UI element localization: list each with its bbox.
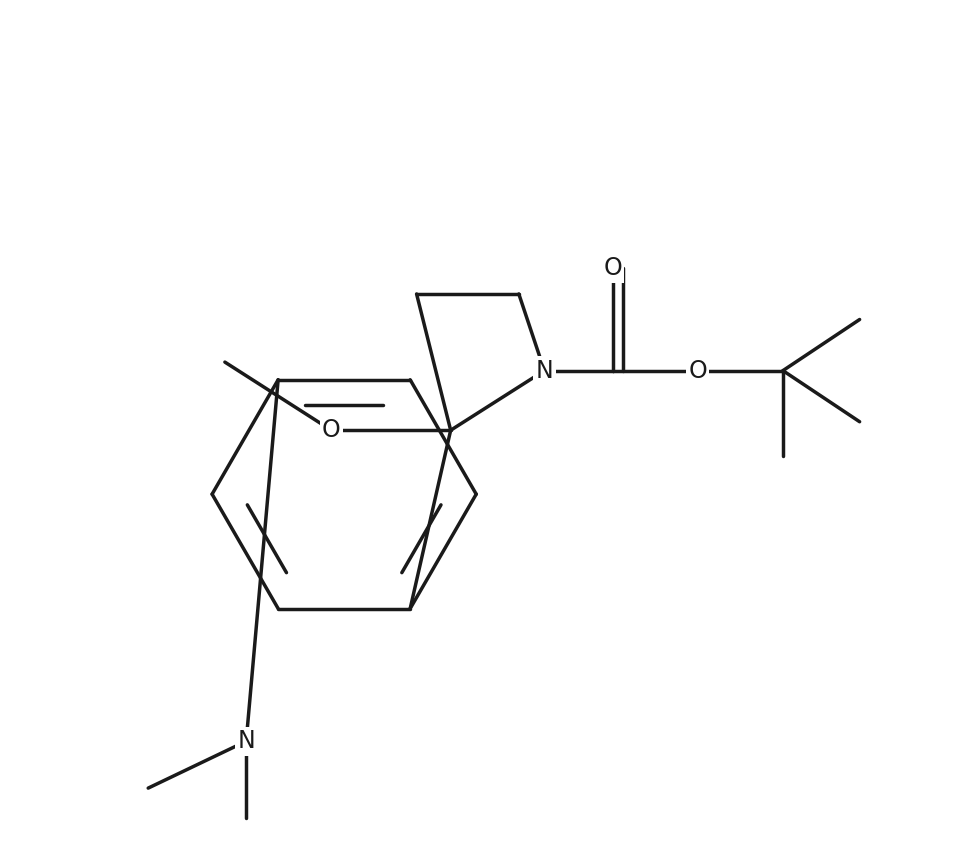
Text: O: O [603,256,621,280]
Text: O: O [688,359,706,383]
Text: N: N [535,359,553,383]
Text: O: O [321,418,340,442]
Text: N: N [237,729,255,753]
